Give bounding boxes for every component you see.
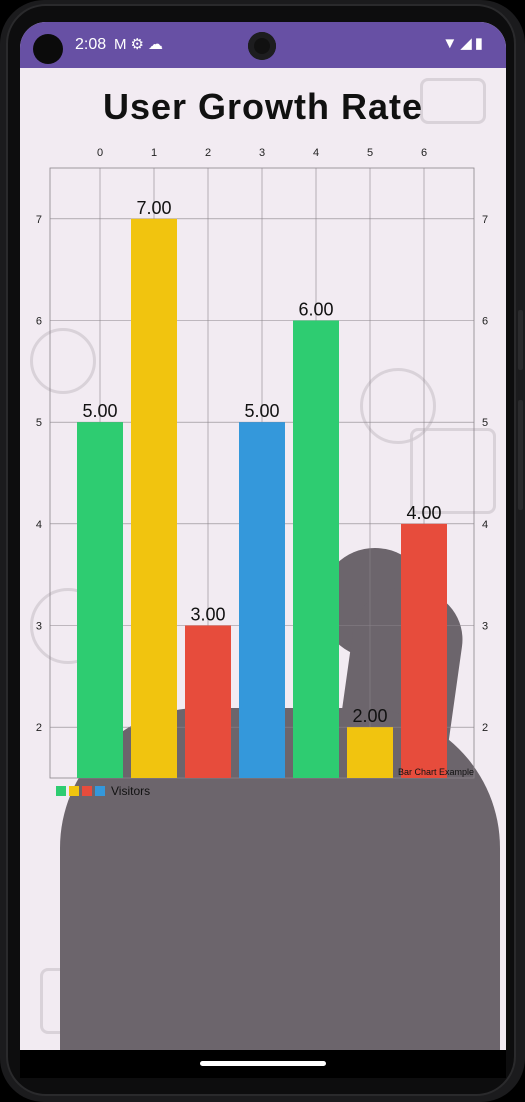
bar <box>131 218 177 779</box>
volume-button <box>518 400 523 510</box>
doodle-dumbbell-icon <box>420 78 486 124</box>
cloud-icon: ☁ <box>147 36 167 53</box>
legend-swatch <box>82 786 92 796</box>
y-tick-label-right: 4 <box>482 519 488 531</box>
app-screen: 2:08 M⚙☁ ▼◢▮ User Growth Rate 0 1 2 3 4 5 6 2 2 3… <box>20 22 506 1078</box>
x-tick-label: 2 <box>205 147 211 159</box>
y-tick-label-right: 5 <box>482 417 488 429</box>
y-tick-label-right: 7 <box>482 214 488 226</box>
chart-description: Bar Chart Example <box>398 767 474 777</box>
bar-chart: 0 1 2 3 4 5 6 2 2 3 3 4 4 5 5 6 6 7 7 5.00 7.00 3.00 5.00 6.00 2… <box>36 147 488 798</box>
camera-icon <box>33 34 63 64</box>
bar <box>293 320 339 778</box>
x-tick-label: 6 <box>421 147 427 159</box>
bar-value-label: 5.00 <box>244 401 279 421</box>
legend-swatch <box>56 786 66 796</box>
bar <box>401 523 447 778</box>
signal-icon: ◢ <box>460 35 475 52</box>
x-tick-label: 0 <box>97 147 103 159</box>
battery-icon: ▮ <box>474 35 486 52</box>
bar-value-label: 5.00 <box>82 401 117 421</box>
navigation-bar <box>20 1050 506 1078</box>
wifi-icon: ▼ <box>442 35 461 52</box>
home-indicator[interactable] <box>200 1061 326 1066</box>
y-tick-label-right: 3 <box>482 621 488 633</box>
gmail-icon: M <box>114 36 131 53</box>
notification-icons: M⚙☁ <box>114 35 167 53</box>
y-tick-label-left: 6 <box>36 316 42 328</box>
doodle-plate-icon <box>360 368 436 444</box>
x-tick-label: 3 <box>259 147 265 159</box>
x-tick-label: 4 <box>313 147 319 159</box>
bar-value-label: 6.00 <box>298 300 333 320</box>
front-camera-icon <box>248 32 276 60</box>
page-title: User Growth Rate <box>102 86 424 127</box>
power-button <box>518 310 523 370</box>
bar-value-label: 7.00 <box>136 198 171 218</box>
y-tick-label-right: 6 <box>482 316 488 328</box>
status-bar: 2:08 M⚙☁ ▼◢▮ <box>20 22 506 68</box>
chart-bars <box>77 218 447 779</box>
doodle-kettlebell-icon <box>30 328 96 394</box>
bar-value-label: 4.00 <box>406 503 441 523</box>
bar <box>77 422 123 778</box>
y-tick-label-left: 4 <box>36 519 42 531</box>
bar <box>239 422 285 778</box>
bar-value-label: 2.00 <box>352 706 387 726</box>
system-icons: ▼◢▮ <box>442 34 486 52</box>
chart-labels: 0 1 2 3 4 5 6 2 2 3 3 4 4 5 5 6 6 7 7 5.00 7.00 3.00 5.00 6.00 2… <box>36 147 488 777</box>
chart-legend: Visitors <box>56 784 150 798</box>
bar-value-label: 3.00 <box>190 605 225 625</box>
legend-swatch <box>95 786 105 796</box>
legend-swatch <box>69 786 79 796</box>
x-tick-label: 5 <box>367 147 373 159</box>
legend-label: Visitors <box>111 784 150 798</box>
bar <box>185 625 231 778</box>
y-tick-label-left: 7 <box>36 214 42 226</box>
settings-icon: ⚙ <box>130 36 148 53</box>
status-time: 2:08 <box>75 36 107 53</box>
y-tick-label-right: 2 <box>482 722 488 734</box>
bar <box>347 727 393 778</box>
x-tick-label: 1 <box>151 147 157 159</box>
y-tick-label-left: 3 <box>36 621 42 633</box>
y-tick-label-left: 5 <box>36 417 42 429</box>
doodle-roller-icon <box>410 428 496 514</box>
chart-screen: User Growth Rate 0 1 2 3 4 5 6 2 2 3 3 4 4 5 5 6 6 7 7 5.00… <box>20 68 506 1050</box>
y-tick-label-left: 2 <box>36 722 42 734</box>
